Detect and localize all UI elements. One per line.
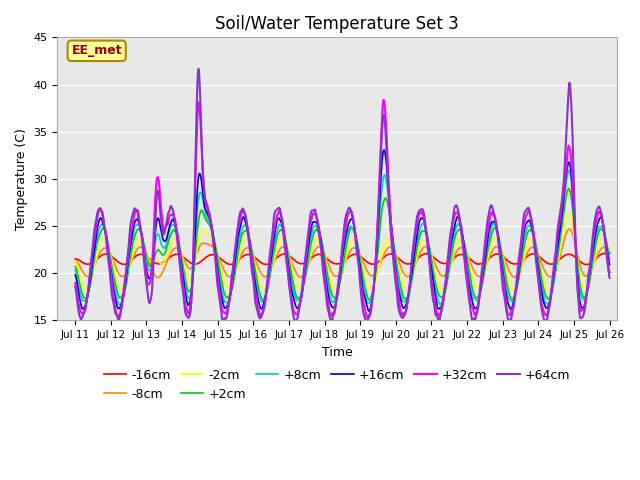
+16cm [543,305,550,311]
Title: Soil/Water Temperature Set 3: Soil/Water Temperature Set 3 [215,15,459,33]
-8cm [191,259,198,264]
-8cm [495,245,503,251]
+32cm [496,247,504,252]
-2cm [177,248,185,254]
Text: EE_met: EE_met [72,44,122,57]
+16cm [496,243,504,249]
-16cm [250,254,258,260]
Line: +8cm: +8cm [76,170,610,305]
Line: -8cm: -8cm [76,229,610,277]
+32cm [426,261,434,267]
+2cm [190,264,198,270]
-2cm [190,266,198,272]
+16cm [250,271,258,276]
+8cm [72,267,79,273]
-8cm [177,251,185,257]
-16cm [190,261,198,267]
+16cm [177,259,185,265]
+8cm [426,245,433,251]
+2cm [565,186,573,192]
-16cm [72,256,79,262]
+8cm [250,270,258,276]
+64cm [496,252,504,257]
+8cm [606,256,614,262]
+64cm [195,66,202,72]
Line: +16cm: +16cm [76,150,610,311]
+32cm [543,312,550,318]
+2cm [72,264,79,269]
-16cm [542,260,550,265]
-16cm [606,251,614,256]
+16cm [380,147,388,153]
-8cm [154,275,162,280]
+2cm [606,251,614,256]
+8cm [543,300,550,306]
+64cm [219,318,227,324]
+64cm [606,275,614,281]
+32cm [72,280,79,286]
+2cm [250,260,258,265]
+32cm [606,269,614,275]
+8cm [495,238,503,244]
-8cm [250,254,258,260]
-2cm [250,256,258,262]
-16cm [495,252,503,257]
Line: +32cm: +32cm [76,100,610,318]
+32cm [380,97,388,103]
+2cm [495,238,503,243]
+16cm [426,255,434,261]
-2cm [606,248,614,253]
Line: -16cm: -16cm [76,253,610,264]
-8cm [426,248,433,253]
-2cm [565,211,573,217]
+8cm [116,302,124,308]
-2cm [495,240,503,246]
+16cm [72,272,79,278]
+32cm [191,211,198,217]
-8cm [72,258,79,264]
-8cm [565,226,573,232]
+32cm [115,315,123,321]
+2cm [426,246,433,252]
+2cm [260,297,268,303]
+32cm [250,282,258,288]
X-axis label: Time: Time [322,346,353,359]
+64cm [251,291,259,297]
-16cm [582,262,590,267]
-16cm [177,253,185,259]
-2cm [72,259,79,264]
-2cm [426,244,433,250]
-2cm [542,285,550,290]
+8cm [177,256,185,262]
-2cm [545,287,552,293]
Y-axis label: Temperature (C): Temperature (C) [15,128,28,230]
Line: -2cm: -2cm [76,214,610,290]
+8cm [191,253,198,259]
-8cm [606,247,614,253]
+64cm [72,284,79,289]
+8cm [565,168,573,173]
Legend: -16cm, -8cm, -2cm, +2cm, +8cm, +16cm, +32cm, +64cm: -16cm, -8cm, -2cm, +2cm, +8cm, +16cm, +3… [99,363,575,406]
-16cm [604,250,611,256]
+16cm [190,253,198,259]
Line: +2cm: +2cm [76,189,610,300]
+2cm [177,252,185,258]
+64cm [177,275,185,280]
+2cm [543,294,550,300]
+16cm [606,262,614,267]
+64cm [190,224,198,229]
Line: +64cm: +64cm [76,69,610,321]
-16cm [426,252,433,257]
+64cm [543,318,550,324]
-8cm [543,271,550,277]
+32cm [177,269,185,275]
+16cm [365,308,373,314]
+64cm [426,265,434,271]
